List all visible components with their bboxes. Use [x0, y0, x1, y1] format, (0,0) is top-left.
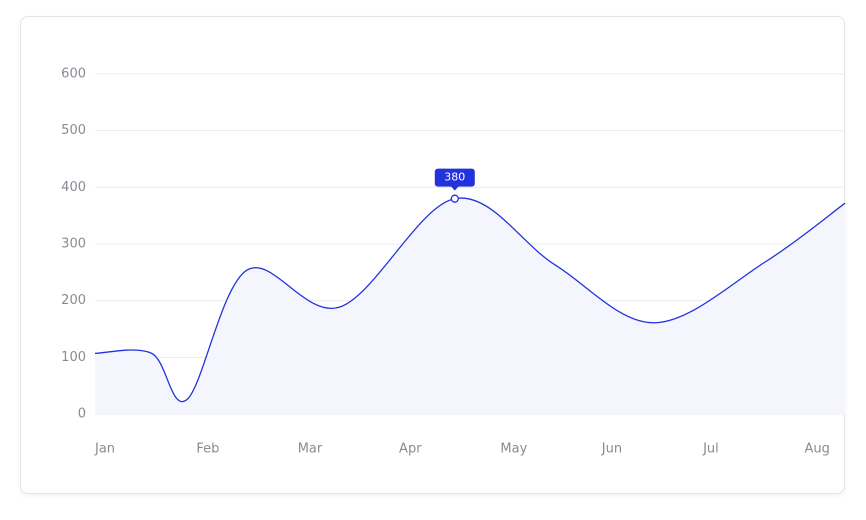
y-tick-label: 400 — [61, 180, 86, 195]
y-tick-label: 600 — [61, 67, 86, 82]
y-tick-label: 100 — [61, 350, 86, 365]
y-tick-label: 200 — [61, 293, 86, 308]
x-tick-label: Jun — [601, 442, 622, 457]
area — [95, 198, 845, 414]
x-tick-label: Jan — [94, 442, 115, 457]
x-tick-label: Mar — [298, 442, 323, 457]
point-marker — [450, 194, 459, 203]
y-tick-label: 0 — [78, 407, 86, 422]
y-tick-label: 500 — [61, 123, 86, 138]
x-tick-label: Jul — [702, 442, 719, 457]
x-tick-label: Feb — [196, 442, 219, 457]
line — [94, 197, 846, 403]
y-tick-label: 300 — [61, 237, 86, 252]
x-tick-label: May — [500, 442, 527, 457]
x-tick-label: Apr — [399, 442, 422, 457]
x-tick-label: Aug — [804, 442, 829, 457]
tooltip-label: 380 — [444, 171, 465, 184]
tooltip-box — [434, 168, 475, 187]
tooltip-arrow — [450, 186, 459, 191]
